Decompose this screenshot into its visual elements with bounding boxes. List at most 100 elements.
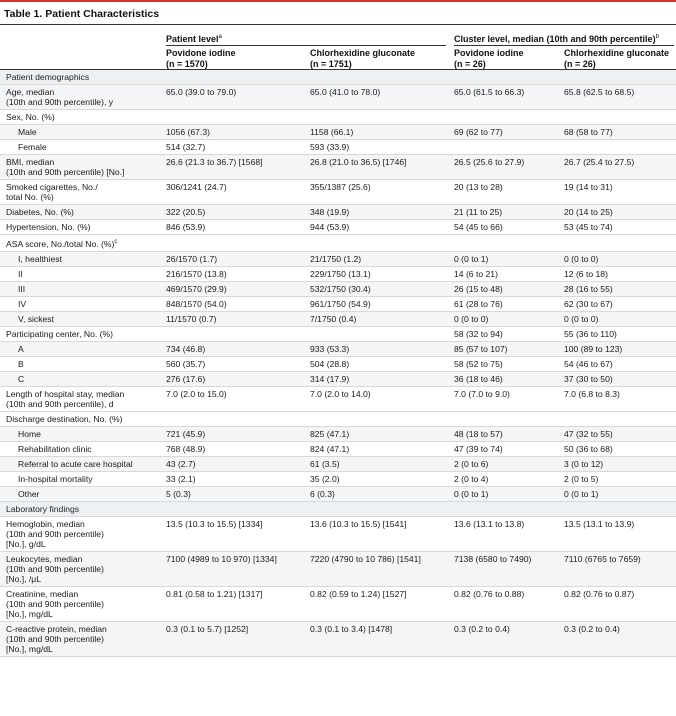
cell-value: 514 (32.7) bbox=[162, 139, 306, 155]
cell-value: 2 (0 to 5) bbox=[560, 471, 676, 487]
cell-value bbox=[162, 501, 306, 517]
cell-value: 348 (19.9) bbox=[306, 204, 450, 220]
cell-value: 0.3 (0.2 to 0.4) bbox=[560, 621, 676, 657]
cell-value: 11/1570 (0.7) bbox=[162, 311, 306, 327]
cell-value: 0.82 (0.76 to 0.88) bbox=[450, 586, 560, 622]
row-label: Age, median (10th and 90th percentile), y bbox=[0, 84, 162, 110]
row-label: Diabetes, No. (%) bbox=[0, 204, 162, 220]
cell-value bbox=[306, 326, 450, 342]
cell-value: 2 (0 to 4) bbox=[450, 471, 560, 487]
cell-value: 65.0 (39.0 to 79.0) bbox=[162, 84, 306, 110]
row-label: II bbox=[0, 266, 162, 282]
top-accent-line bbox=[0, 0, 676, 2]
cell-value: 2 (0 to 6) bbox=[450, 456, 560, 472]
cell-value: 7.0 (2.0 to 15.0) bbox=[162, 386, 306, 412]
table-row: V, sickest 11/1570 (0.7) 7/1750 (0.4) 0 (0 … bbox=[0, 311, 676, 327]
table-row: Home 721 (45.9) 825 (47.1) 48 (18 to 57) 47 … bbox=[0, 426, 676, 442]
table-row: Rehabilitation clinic 768 (48.9) 824 (47.1… bbox=[0, 441, 676, 457]
cell-value bbox=[162, 109, 306, 125]
cell-value: 35 (2.0) bbox=[306, 471, 450, 487]
row-label: III bbox=[0, 281, 162, 297]
table-row: Participating center, No. (%) 58 (32 to 9… bbox=[0, 326, 676, 342]
cell-value: 85 (57 to 107) bbox=[450, 341, 560, 357]
cell-value: 7110 (6765 to 7659) bbox=[560, 551, 676, 587]
table-row: Other 5 (0.3) 6 (0.3) 0 (0 to 1) 0 (0 to 1) bbox=[0, 486, 676, 502]
cell-value: 58 (32 to 94) bbox=[450, 326, 560, 342]
row-label: Leukocytes, median (10th and 90th percent… bbox=[0, 551, 162, 587]
cell-value: 7138 (6580 to 7490) bbox=[450, 551, 560, 587]
row-label: A bbox=[0, 341, 162, 357]
table-row: C 276 (17.6) 314 (17.9) 36 (18 to 46) 37 (30… bbox=[0, 371, 676, 387]
characteristics-table: Patient demographics Age, median (10th and… bbox=[0, 70, 676, 657]
cell-value: 469/1570 (29.9) bbox=[162, 281, 306, 297]
cell-value: 13.6 (13.1 to 13.8) bbox=[450, 516, 560, 552]
patient-level-rule bbox=[166, 45, 446, 46]
cell-value: 322 (20.5) bbox=[162, 204, 306, 220]
col-chlorhexidine-cluster: Chlorhexidine gluconate (n = 26) bbox=[564, 48, 670, 69]
row-label: C bbox=[0, 371, 162, 387]
cell-value: 560 (35.7) bbox=[162, 356, 306, 372]
cell-value bbox=[450, 501, 560, 517]
cell-value: 0.81 (0.58 to 1.21) [1317] bbox=[162, 586, 306, 622]
title-rule bbox=[0, 24, 676, 25]
table-row: IV 848/1570 (54.0) 961/1750 (54.9) 61 (28 t… bbox=[0, 296, 676, 312]
cell-value: 13.5 (13.1 to 13.9) bbox=[560, 516, 676, 552]
table-row: Sex, No. (%) bbox=[0, 109, 676, 125]
cell-value: 69 (62 to 77) bbox=[450, 124, 560, 140]
cell-value bbox=[450, 234, 560, 252]
cell-value bbox=[450, 139, 560, 155]
cell-value: 846 (53.9) bbox=[162, 219, 306, 235]
cell-value bbox=[306, 411, 450, 427]
row-label: IV bbox=[0, 296, 162, 312]
cell-value: 21 (11 to 25) bbox=[450, 204, 560, 220]
cell-value bbox=[450, 70, 560, 85]
cell-value bbox=[162, 234, 306, 252]
cell-value: 53 (45 to 74) bbox=[560, 219, 676, 235]
table-row: Length of hospital stay, median (10th and… bbox=[0, 386, 676, 412]
table-row: Age, median (10th and 90th percentile), y… bbox=[0, 84, 676, 110]
cell-value: 1158 (66.1) bbox=[306, 124, 450, 140]
cell-value: 0 (0 to 0) bbox=[560, 251, 676, 267]
cell-value: 825 (47.1) bbox=[306, 426, 450, 442]
cell-value bbox=[162, 70, 306, 85]
row-label: Patient demographics bbox=[0, 70, 162, 85]
cell-value: 0.3 (0.2 to 0.4) bbox=[450, 621, 560, 657]
table-row: B 560 (35.7) 504 (28.8) 58 (52 to 75) 54 (46… bbox=[0, 356, 676, 372]
col-povidone-patient: Povidone iodine (n = 1570) bbox=[166, 48, 236, 69]
cell-value bbox=[450, 411, 560, 427]
cell-value: 50 (36 to 68) bbox=[560, 441, 676, 457]
table-row: ASA score, No./total No. (%)c bbox=[0, 234, 676, 252]
table-row: II 216/1570 (13.8) 229/1750 (13.1) 14 (6 to… bbox=[0, 266, 676, 282]
cell-value: 47 (32 to 55) bbox=[560, 426, 676, 442]
row-label: B bbox=[0, 356, 162, 372]
cell-value bbox=[306, 109, 450, 125]
cell-value: 65.8 (62.5 to 68.5) bbox=[560, 84, 676, 110]
row-label: Hypertension, No. (%) bbox=[0, 219, 162, 235]
cell-value: 734 (46.8) bbox=[162, 341, 306, 357]
table-row: Referral to acute care hospital 43 (2.7) 6… bbox=[0, 456, 676, 472]
cell-value: 276 (17.6) bbox=[162, 371, 306, 387]
cell-value: 0 (0 to 0) bbox=[450, 311, 560, 327]
cell-value bbox=[306, 501, 450, 517]
cell-value: 26.5 (25.6 to 27.9) bbox=[450, 154, 560, 180]
cell-value: 721 (45.9) bbox=[162, 426, 306, 442]
row-label: Sex, No. (%) bbox=[0, 109, 162, 125]
cell-value: 54 (45 to 66) bbox=[450, 219, 560, 235]
row-label: Creatinine, median (10th and 90th percent… bbox=[0, 586, 162, 622]
cell-value: 0 (0 to 1) bbox=[450, 486, 560, 502]
cell-value: 13.6 (10.3 to 15.5) [1541] bbox=[306, 516, 450, 552]
section-row: Laboratory findings bbox=[0, 501, 676, 517]
cell-value: 54 (46 to 67) bbox=[560, 356, 676, 372]
cell-value: 62 (30 to 67) bbox=[560, 296, 676, 312]
cell-value: 26.6 (21.3 to 36.7) [1568] bbox=[162, 154, 306, 180]
cell-value: 43 (2.7) bbox=[162, 456, 306, 472]
cell-value: 0 (0 to 1) bbox=[450, 251, 560, 267]
cell-value: 768 (48.9) bbox=[162, 441, 306, 457]
cell-value: 933 (53.3) bbox=[306, 341, 450, 357]
table-row: A 734 (46.8) 933 (53.3) 85 (57 to 107) 100 (… bbox=[0, 341, 676, 357]
cell-value: 48 (18 to 57) bbox=[450, 426, 560, 442]
cell-value: 7.0 (6.8 to 8.3) bbox=[560, 386, 676, 412]
cell-value: 7220 (4790 to 10 786) [1541] bbox=[306, 551, 450, 587]
row-label: Female bbox=[0, 139, 162, 155]
section-row: Patient demographics bbox=[0, 70, 676, 85]
